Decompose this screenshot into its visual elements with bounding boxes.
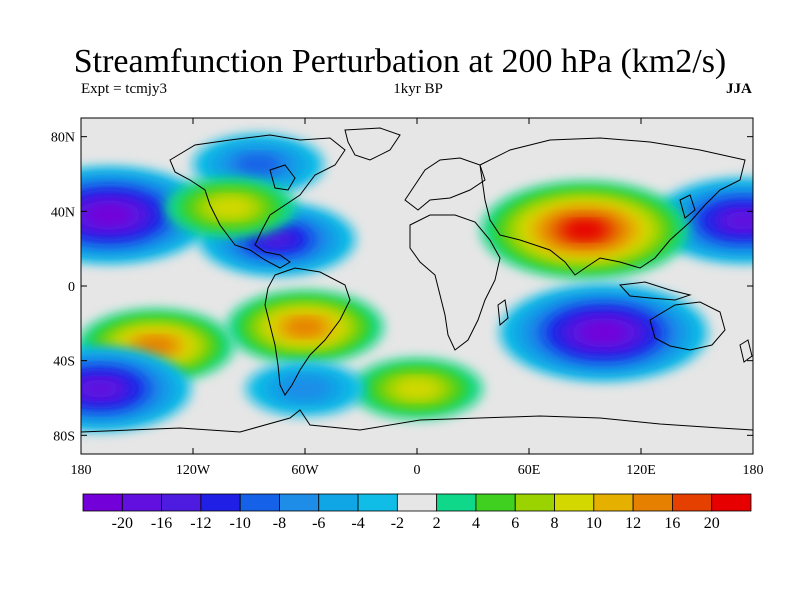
anomaly-field — [81, 134, 753, 431]
coastline-greenland — [344, 127, 401, 161]
anomaly-north-pacific-low-east — [652, 178, 753, 263]
colorbar-swatch — [554, 493, 595, 512]
anomaly-asia-high — [481, 182, 689, 278]
contour-band — [285, 318, 325, 336]
coastline-antarctica — [81, 409, 753, 433]
x-tick-label: 120E — [626, 463, 656, 478]
colorbar-swatch — [200, 493, 241, 512]
colorbar-swatch — [711, 493, 752, 512]
contour-band — [81, 379, 119, 398]
coastline-japan — [679, 194, 696, 219]
x-tick-label: 60E — [518, 463, 541, 478]
contour-band — [394, 378, 440, 400]
coastline-north-america — [169, 134, 346, 269]
colorbar-label: 4 — [472, 515, 480, 532]
y-tick-label: 40N — [51, 205, 75, 220]
colorbar-swatch — [82, 493, 123, 512]
colorbar-label: 16 — [664, 515, 680, 532]
contour-band — [724, 211, 753, 230]
coastline-madagascar — [497, 299, 509, 327]
y-tick-label: 40S — [53, 355, 75, 370]
colorbar-label: 2 — [433, 515, 441, 532]
colorbar-label: 8 — [551, 515, 559, 532]
season-label: JJA — [726, 81, 752, 97]
coastline-hudson-bay — [269, 164, 296, 191]
coastline-europe — [404, 157, 486, 211]
colorbar-swatch — [514, 493, 555, 512]
x-tick-label: 60W — [291, 463, 319, 478]
coastline-asia — [479, 137, 746, 276]
coastline-africa — [409, 214, 501, 351]
colorbar-swatch — [121, 493, 162, 512]
x-tick-label: 180 — [743, 463, 764, 478]
colorbar-swatch — [318, 493, 359, 512]
x-tick-label: 120W — [176, 463, 211, 478]
contour-band — [136, 337, 175, 355]
anomaly-north-america-high — [164, 177, 296, 238]
colorbar-swatch — [279, 493, 320, 512]
colorbar-swatch — [396, 493, 438, 512]
colorbar-label: -10 — [230, 515, 251, 532]
colorbar-label: -8 — [273, 515, 286, 532]
colorbar-swatch — [436, 493, 477, 512]
colorbar-label: -20 — [112, 515, 133, 532]
contour-band — [235, 154, 282, 176]
coastline-new-zealand — [739, 339, 753, 363]
y-tick-label: 80N — [51, 131, 75, 146]
colorbar-swatch — [672, 493, 713, 512]
colorbar-label: -6 — [312, 515, 325, 532]
colorbar-label: -4 — [351, 515, 364, 532]
page-title: Streamfunction Perturbation at 200 hPa (… — [73, 43, 727, 80]
colorbar-label: -16 — [151, 515, 172, 532]
colorbar-swatch — [357, 493, 398, 512]
coastline-australia — [649, 301, 726, 351]
time-period-label: 1kyr BP — [393, 81, 443, 97]
anomaly-canada-low — [192, 134, 324, 195]
y-tick-label: 0 — [68, 280, 75, 295]
colorbar-swatch — [632, 493, 673, 512]
anomaly-southeast-pacific-low — [81, 346, 191, 431]
coastline-south-america — [264, 267, 351, 396]
coastlines — [81, 127, 753, 433]
colorbar-label: 12 — [625, 515, 641, 532]
colorbar-label: -2 — [391, 515, 404, 532]
contour-band — [89, 206, 129, 224]
colorbar-swatch — [593, 493, 634, 512]
contour-band — [257, 230, 297, 249]
x-tick-label: 0 — [414, 463, 421, 478]
colorbar: -20 -16 -12 -10 -8 -6 -4 -2 2 4 6 8 10 12 16 20 — [82, 493, 752, 532]
colorbar-label: 10 — [586, 515, 602, 532]
y-tick-label: 80S — [53, 429, 75, 444]
colorbar-label: 20 — [704, 515, 720, 532]
contour-band — [584, 323, 624, 342]
anomaly-south-america-low — [245, 361, 365, 416]
contour-band — [278, 376, 332, 401]
colorbar-swatch — [475, 493, 516, 512]
axis-ticks: 80N 40N 0 40S 80S 180 120W 60W 0 60E 120E 180 — [51, 118, 764, 478]
contour-band — [565, 221, 605, 239]
colorbar-label: 6 — [511, 515, 519, 532]
colorbar-swatch — [239, 493, 280, 512]
anomaly-southern-ocean-high — [351, 358, 483, 419]
colorbar-swatch — [161, 493, 202, 512]
x-tick-label: 180 — [71, 463, 92, 478]
coastline-indonesia — [618, 281, 692, 301]
colorbar-label: -12 — [190, 515, 211, 532]
experiment-label: Expt = tcmjy3 — [81, 81, 167, 97]
anomaly-north-pacific-low — [81, 167, 213, 264]
contour-band — [207, 197, 254, 219]
anomaly-south-atlantic-high — [226, 291, 384, 364]
anomaly-indian-ocean-low — [499, 284, 708, 381]
